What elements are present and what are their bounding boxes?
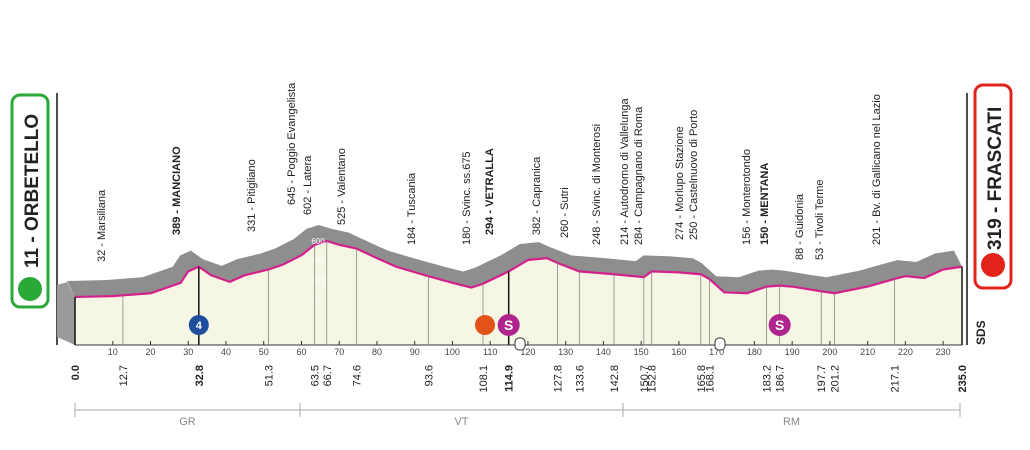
start-label: 11 - ORBETELLO [22,114,43,268]
place-label: 250 - Castelnuovo di Porto [688,110,700,240]
climb-category: 4 [196,320,203,332]
km-label: 133.6 [574,365,586,393]
km-label: 32.8 [194,365,206,386]
place-label: 32 - Marsiliana [96,189,108,262]
place-label: 201 - Bv. di Gallicano nel Lazio [871,94,883,245]
km-label: 127.8 [552,365,564,393]
x-tick-label: 120 [520,347,535,357]
x-tick-label: 150 [634,347,649,357]
y-tick-label: 200 [311,275,325,284]
feed-icon [475,315,495,335]
place-label: 248 - Svinc. di Monterosi [591,124,603,245]
x-tick-label: 190 [785,347,800,357]
place-label: 180 - Svinc. ss.675 [461,151,473,245]
place-label: 645 - Poggio Evangelista [286,82,298,205]
y-tick-label: 600 [311,237,325,246]
x-tick-label: 170 [709,347,724,357]
km-label: 183.2 [761,365,773,393]
start-icon [18,277,42,301]
x-tick-label: 130 [558,347,573,357]
km-label: 150.7 [639,365,651,393]
place-label: 331 - Pitigliano [246,159,258,232]
x-tick-label: 80 [372,347,382,357]
km-label: 74.6 [352,365,364,386]
x-tick-label: 70 [334,347,344,357]
place-label: 294 - VETRALLA [484,148,496,235]
place-label: 156 - Monterotondo [741,149,753,245]
place-label: 150 - MENTANA [759,163,771,245]
place-label: 382 - Capranica [531,156,543,235]
place-label: 389 - MANCIANO [171,146,183,235]
km-label: 142.8 [609,365,621,393]
place-label: 602 - Latera [302,155,314,215]
elevation-line [74,239,963,299]
place-label: 53 - Tivoli Terme [814,180,826,261]
km-label: 51.3 [264,365,276,386]
place-label: 274 - Morlupo Stazione [674,126,686,240]
y-tick-label: 0 [316,294,321,303]
rail-icon [714,337,726,351]
x-tick-label: 10 [108,347,118,357]
place-label: 214 - Autodromo di Vallelunga [619,98,631,245]
y-tick-label: 400 [311,256,325,265]
km-label: 152.8 [647,365,659,393]
x-tick-label: 50 [259,347,269,357]
place-label: 260 - Sutri [559,187,571,238]
x-tick-label: 100 [445,347,460,357]
km-label: 108.1 [478,365,490,393]
place-label: 184 - Tuscania [406,172,418,245]
sprint-icon [768,314,791,336]
sprint-icon [497,314,520,336]
x-tick-label: 210 [860,347,875,357]
x-tick-label: 230 [936,347,951,357]
km-label: 217.1 [889,365,901,393]
km-label: 165.8 [696,365,708,393]
start-banner [10,93,50,309]
x-tick-label: 180 [747,347,762,357]
climb-icon [188,315,209,335]
x-tick-label: 60 [296,347,306,357]
x-tick-label: 20 [145,347,155,357]
x-tick-label: 30 [183,347,193,357]
km-label: 63.5 [310,365,322,386]
x-tick-label: 110 [483,347,497,357]
km-label: 197.7 [816,365,828,393]
finish-icon [981,253,1005,277]
km-label: 186.7 [775,365,787,393]
rail-icon [514,337,526,351]
relief [67,225,962,297]
sprint-label: S [775,317,784,333]
ground [75,241,962,345]
x-tick-label: 40 [221,347,231,357]
place-label: 88 - Guidonia [794,193,806,260]
km-label: 201.2 [829,365,841,393]
km-label: 114.9 [504,365,516,392]
place-label: 284 - Campagnano di Roma [633,106,645,245]
relief-left [57,282,75,345]
km-label: 235.0 [957,365,969,393]
x-tick-label: 90 [410,347,420,357]
x-tick-label: 200 [822,347,837,357]
km-label: 12.7 [118,365,130,386]
footer: SDS [974,320,988,345]
km-label: 66.7 [322,365,334,386]
finish-label: 319 - FRASCATI [985,107,1006,250]
km-label: 93.6 [423,365,435,386]
place-label: 525 - Valentano [336,148,348,225]
x-tick-label: 140 [596,347,611,357]
km-label: 0.0 [70,365,82,380]
x-tick-label: 160 [671,347,686,357]
sprint-label: S [504,317,513,333]
region-label: VT [454,416,468,428]
x-tick-label: 220 [898,347,913,357]
region-label: RM [783,416,800,428]
region-label: GR [179,416,196,428]
km-label: 168.1 [704,365,716,393]
finish-banner [973,83,1013,290]
